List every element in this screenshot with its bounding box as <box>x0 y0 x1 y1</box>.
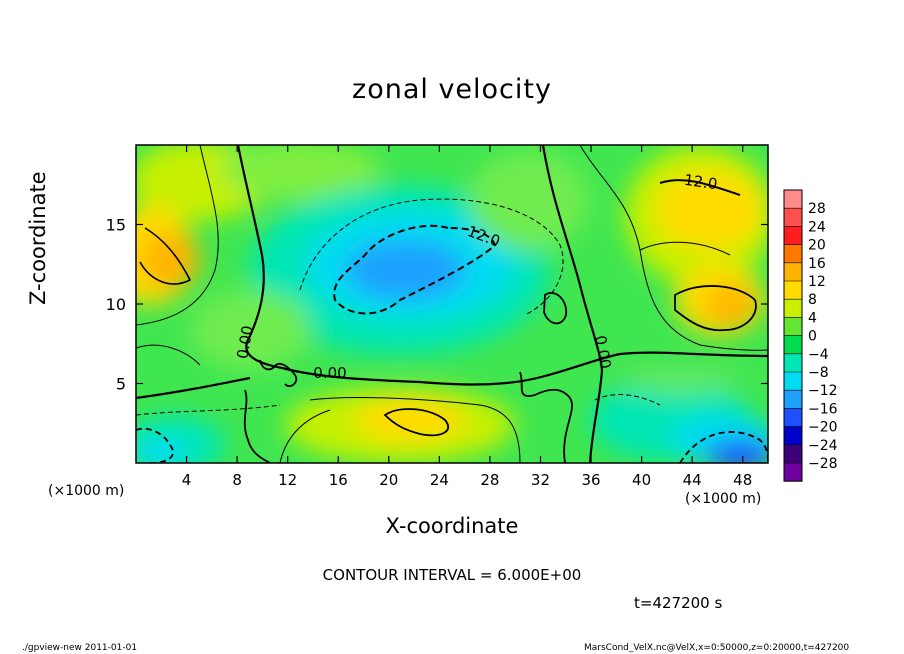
colorbar-segment <box>784 390 802 409</box>
colorbar-segment <box>784 408 802 427</box>
colorbar-label: 8 <box>808 292 817 308</box>
y-tick-label: 5 <box>116 375 126 394</box>
x-tick-label: 28 <box>480 471 499 489</box>
x-unit-right: (×1000 m) <box>685 491 762 507</box>
x-tick-label: 16 <box>329 471 348 489</box>
colorbar-label: 12 <box>808 274 826 290</box>
colorbar-segment <box>784 372 802 391</box>
colorbar-segment <box>784 299 802 318</box>
colorbar-label: −20 <box>808 420 838 436</box>
colorbar: 28 24 20 16 12 8 4 0 −4 −8 −12 −16 −20 −24 −28 <box>783 189 838 482</box>
y-tick-label: 15 <box>106 216 126 235</box>
footer-right: MarsCond_VelX.nc@VelX,x=0:50000,z=0:2000… <box>584 643 850 653</box>
velocity-field <box>136 145 768 463</box>
contour-label: 0.00 <box>313 364 346 382</box>
colorbar-segment <box>784 281 802 300</box>
x-tick-label: 48 <box>733 471 752 489</box>
x-unit-left: (×1000 m) <box>48 483 125 499</box>
colorbar-segment <box>784 317 802 336</box>
colorbar-label: 16 <box>808 256 826 272</box>
colorbar-segment <box>784 444 802 463</box>
contour-label: 0.00 <box>233 324 257 360</box>
colorbar-label: 28 <box>808 201 826 217</box>
footer-left: ./gpview-new 2011-01-01 <box>22 643 138 653</box>
x-tick-label: 40 <box>632 471 651 489</box>
x-tick-label: 12 <box>278 471 297 489</box>
x-tick-label: 32 <box>531 471 550 489</box>
colorbar-label: −24 <box>808 438 838 454</box>
contour-label-group: 12.012.00.000.000.00 <box>233 171 718 382</box>
contour-interval: CONTOUR INTERVAL = 6.000E+00 <box>322 566 582 584</box>
colorbar-segment <box>784 335 802 354</box>
colorbar-label: −16 <box>808 401 838 417</box>
time-stamp: t=427200 s <box>634 594 723 612</box>
colorbar-label: 24 <box>808 219 826 235</box>
x-tick-label: 24 <box>430 471 449 489</box>
x-tick-label: 4 <box>182 471 192 489</box>
colorbar-label: −4 <box>808 347 829 363</box>
colorbar-label: −28 <box>808 456 838 472</box>
colorbar-label: −8 <box>808 365 829 381</box>
colorbar-segment <box>784 426 802 445</box>
contour-lines <box>136 145 768 463</box>
colorbar-label: 20 <box>808 238 826 254</box>
x-axis: 4 8 12 16 20 24 28 32 36 40 44 48 <box>182 145 752 489</box>
colorbar-segment <box>784 244 802 263</box>
colorbar-segment <box>784 208 802 227</box>
colorbar-segment <box>784 463 802 482</box>
colorbar-segment <box>784 353 802 372</box>
contour-label: 0.00 <box>591 334 615 370</box>
x-tick-label: 44 <box>683 471 702 489</box>
y-tick-label: 10 <box>106 295 126 314</box>
colorbar-segment <box>784 262 802 281</box>
contour-label: 12.0 <box>683 171 719 193</box>
y-axis-label: Z-coordinate <box>26 171 50 305</box>
x-tick-label: 36 <box>581 471 600 489</box>
x-tick-label: 8 <box>232 471 242 489</box>
x-axis-label: X-coordinate <box>385 514 519 538</box>
colorbar-label: 4 <box>808 310 817 326</box>
colorbar-label: −12 <box>808 383 838 399</box>
y-axis: 5 10 15 <box>106 216 768 394</box>
colorbar-label: 0 <box>808 329 817 345</box>
colorbar-segment <box>784 226 802 245</box>
x-tick-label: 20 <box>379 471 398 489</box>
chart-title: zonal velocity <box>352 74 552 105</box>
colorbar-segment <box>784 190 802 209</box>
